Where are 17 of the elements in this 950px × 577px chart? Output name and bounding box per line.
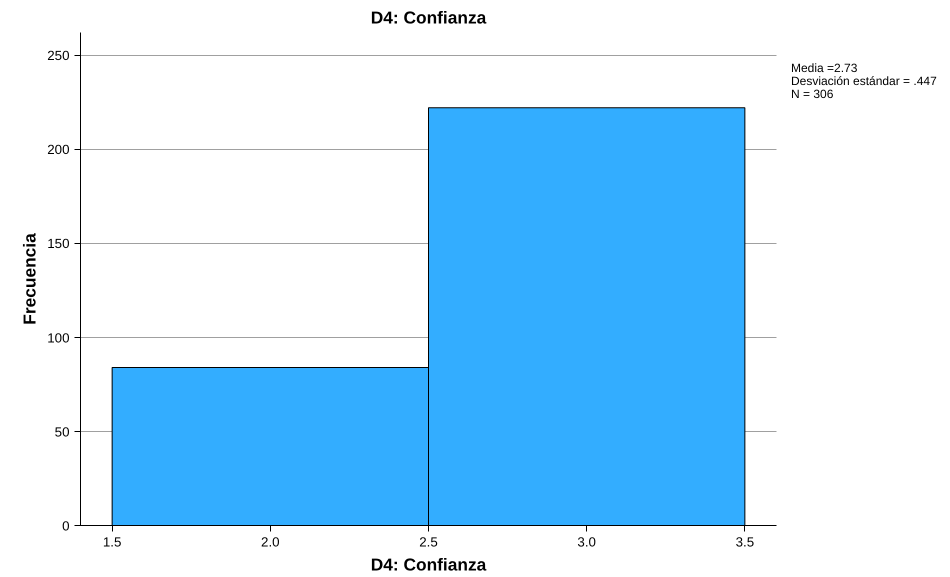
text: Desviación estándar = .447 — [791, 74, 937, 88]
chart-title: D4: Confianza — [370, 8, 487, 28]
x-axis-title: D4: Confianza — [370, 554, 487, 574]
y-tick-label: 150 — [47, 236, 70, 252]
x-tick-label: 1.5 — [102, 534, 122, 550]
x-tick-label: 3.0 — [577, 534, 596, 550]
y-tick-label: 0 — [62, 518, 70, 534]
y-tick-label: 250 — [47, 48, 70, 64]
x-tick-label: 2.0 — [261, 534, 280, 550]
y-tick-label: 50 — [54, 424, 70, 440]
x-tick-label: 3.5 — [736, 534, 754, 550]
x-tick-label: 2.5 — [419, 534, 438, 550]
y-tick-label: 100 — [47, 330, 70, 346]
y-axis-title: Frecuencia — [19, 232, 40, 325]
text: Media =2.73 — [791, 61, 858, 75]
y-tick-label: 200 — [47, 142, 70, 158]
text: N = 306 — [791, 87, 834, 101]
